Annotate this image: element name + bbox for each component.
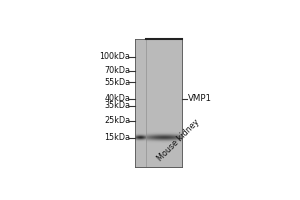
Text: 40kDa: 40kDa <box>105 94 130 103</box>
Text: Mouse kidney: Mouse kidney <box>155 118 201 163</box>
Text: 70kDa: 70kDa <box>104 66 130 75</box>
Text: 100kDa: 100kDa <box>100 52 130 61</box>
Text: 55kDa: 55kDa <box>104 78 130 87</box>
Text: VMP1: VMP1 <box>188 94 212 103</box>
Text: 15kDa: 15kDa <box>104 133 130 142</box>
Bar <box>135 39 182 167</box>
Text: 25kDa: 25kDa <box>104 116 130 125</box>
Text: 35kDa: 35kDa <box>104 101 130 110</box>
